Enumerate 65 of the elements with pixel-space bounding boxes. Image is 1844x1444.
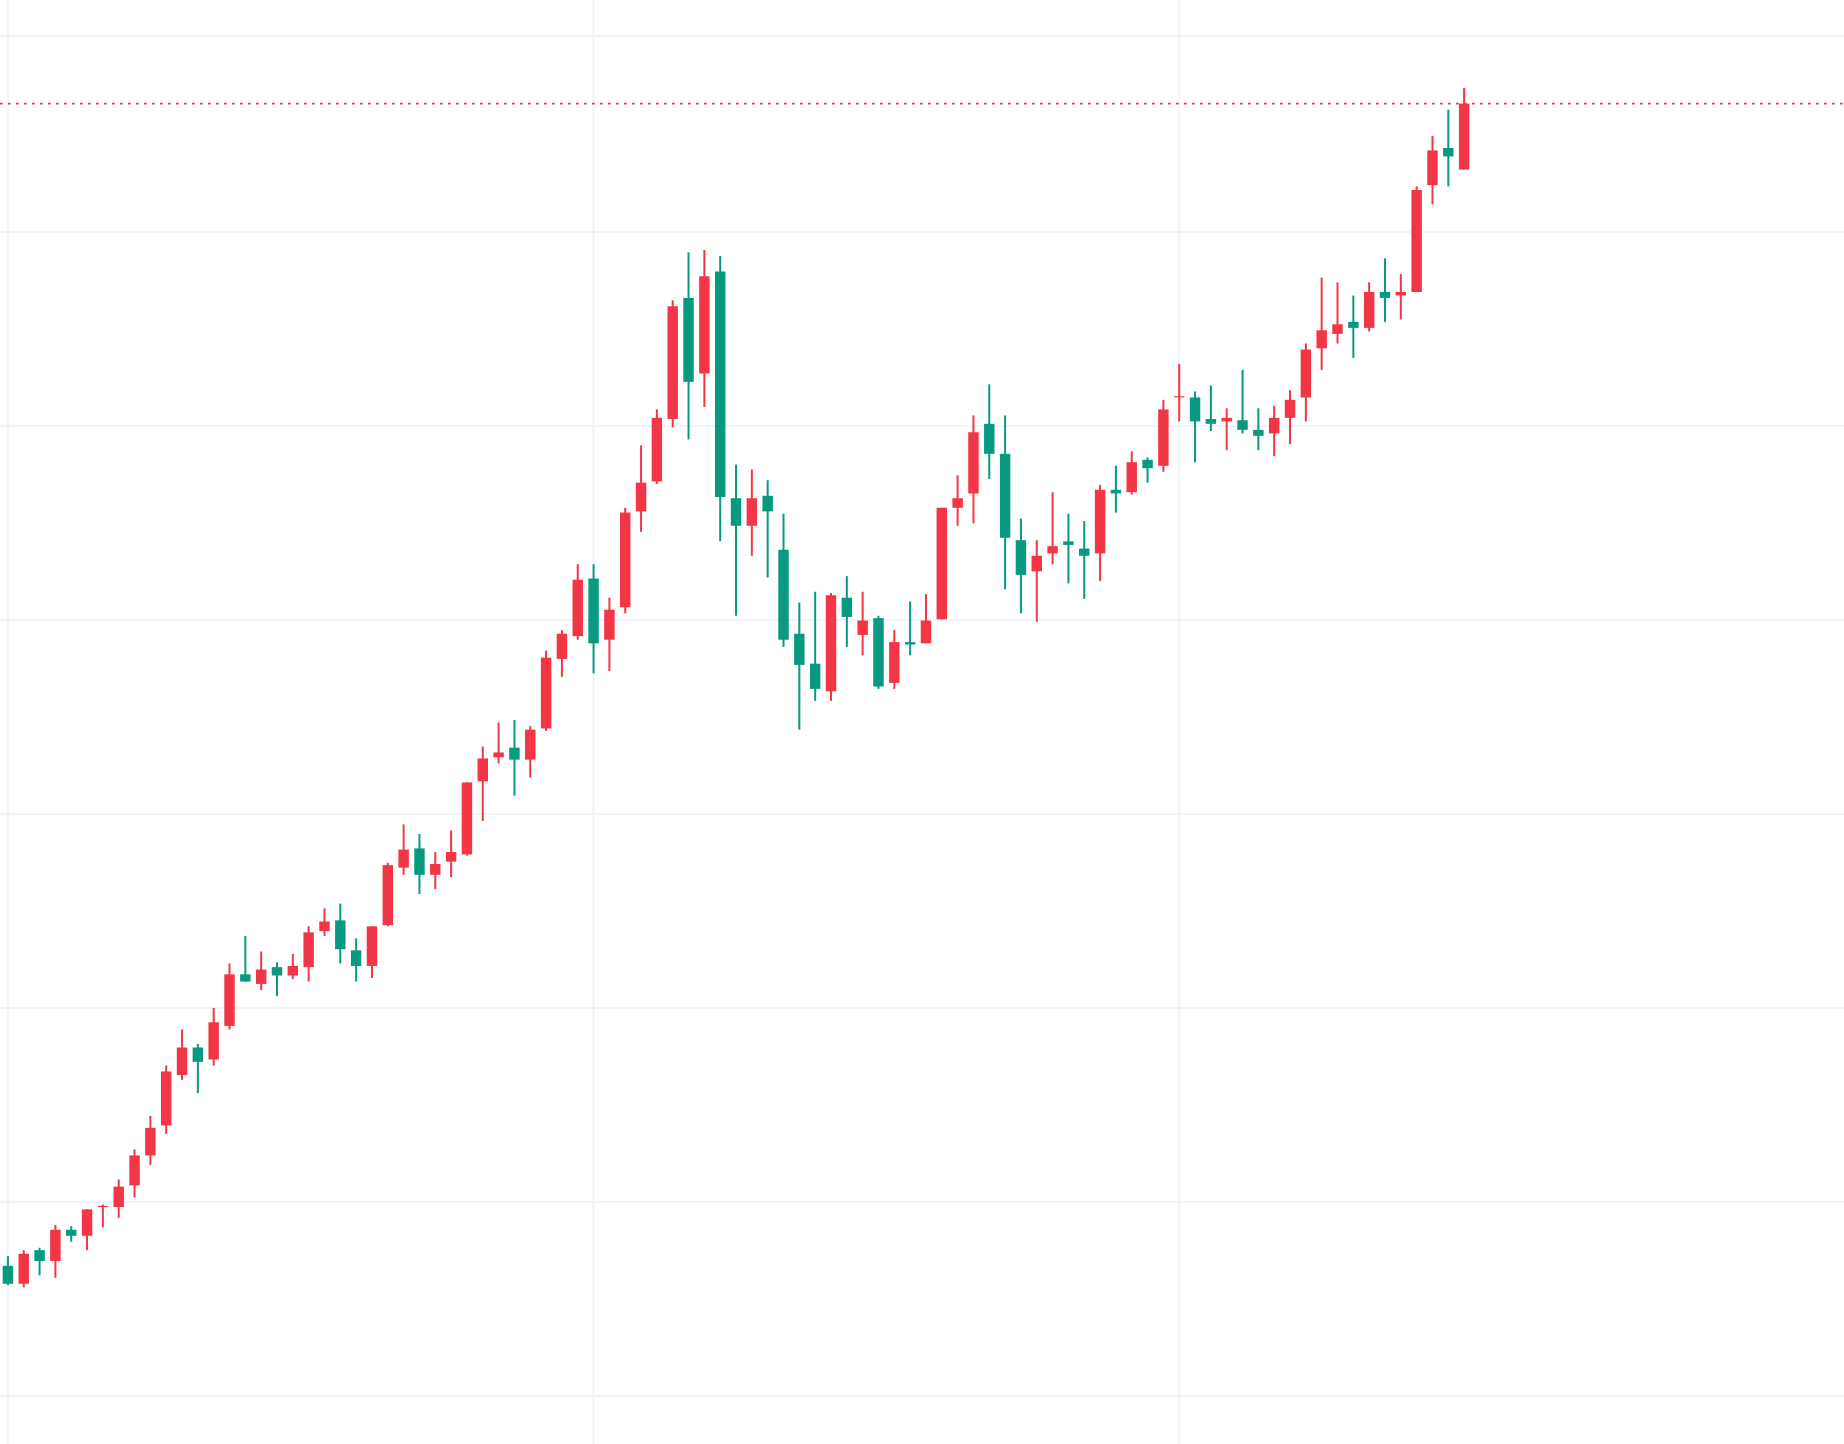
candlestick (1126, 450, 1137, 496)
candlestick (398, 823, 409, 876)
candlestick (1189, 390, 1201, 464)
candlestick (984, 383, 995, 481)
candlestick (240, 934, 251, 983)
candlestick (18, 1249, 29, 1289)
candlestick (1363, 281, 1375, 333)
candlestick (350, 937, 362, 983)
candlestick (271, 961, 283, 997)
candlestick (1284, 389, 1296, 446)
candlestick (604, 596, 615, 672)
candlestick (1063, 512, 1074, 585)
candlestick (208, 1006, 219, 1067)
candlestick (129, 1148, 140, 1199)
candlestick (1205, 384, 1217, 433)
candlestick (477, 745, 488, 822)
candlestick (920, 593, 932, 645)
candlestick (1316, 276, 1327, 371)
candlestick (841, 575, 853, 648)
candlestick (635, 444, 647, 533)
candlestick (2, 1255, 14, 1286)
candlestick (762, 479, 773, 579)
candlestick (255, 950, 267, 991)
candlestick (889, 629, 900, 690)
candlestick (794, 601, 805, 731)
candlestick (1268, 404, 1280, 458)
candlestick (1300, 342, 1312, 423)
candlestick (1015, 517, 1027, 615)
candlestick (1031, 539, 1042, 623)
candlestick (952, 474, 963, 527)
candlestick (1253, 407, 1264, 452)
candlestick (1348, 294, 1359, 359)
candlestick (287, 952, 299, 981)
candlestick (366, 925, 378, 979)
candlestick (445, 829, 457, 879)
candlestick (34, 1246, 45, 1277)
candlestick (1427, 135, 1438, 206)
candlestick (809, 590, 821, 702)
candlestick (414, 833, 425, 895)
candlestick (746, 468, 758, 557)
candlestick (176, 1028, 188, 1081)
candlestick (81, 1208, 93, 1252)
candlestick (1142, 456, 1153, 484)
candlestick (857, 590, 868, 657)
candlestick (145, 1114, 156, 1167)
candlestick (303, 925, 314, 983)
candlestick (319, 907, 330, 937)
candlestick (430, 851, 441, 891)
candlestick (335, 902, 346, 965)
candlestick (509, 719, 520, 797)
candlestick (1443, 108, 1454, 188)
candlestick (192, 1042, 204, 1095)
candlestick (493, 721, 504, 765)
candlestick (556, 629, 568, 678)
candlestick (525, 725, 536, 779)
candlestick (1379, 257, 1391, 323)
candlestick (1237, 368, 1248, 435)
candlestick (1047, 491, 1058, 566)
candlestick (1395, 272, 1407, 321)
candlestick (113, 1178, 124, 1219)
candlestick (904, 600, 916, 657)
candlestick (730, 463, 742, 617)
candlestick (50, 1224, 61, 1279)
candlestick (1079, 519, 1090, 600)
candlestick (1332, 281, 1343, 345)
